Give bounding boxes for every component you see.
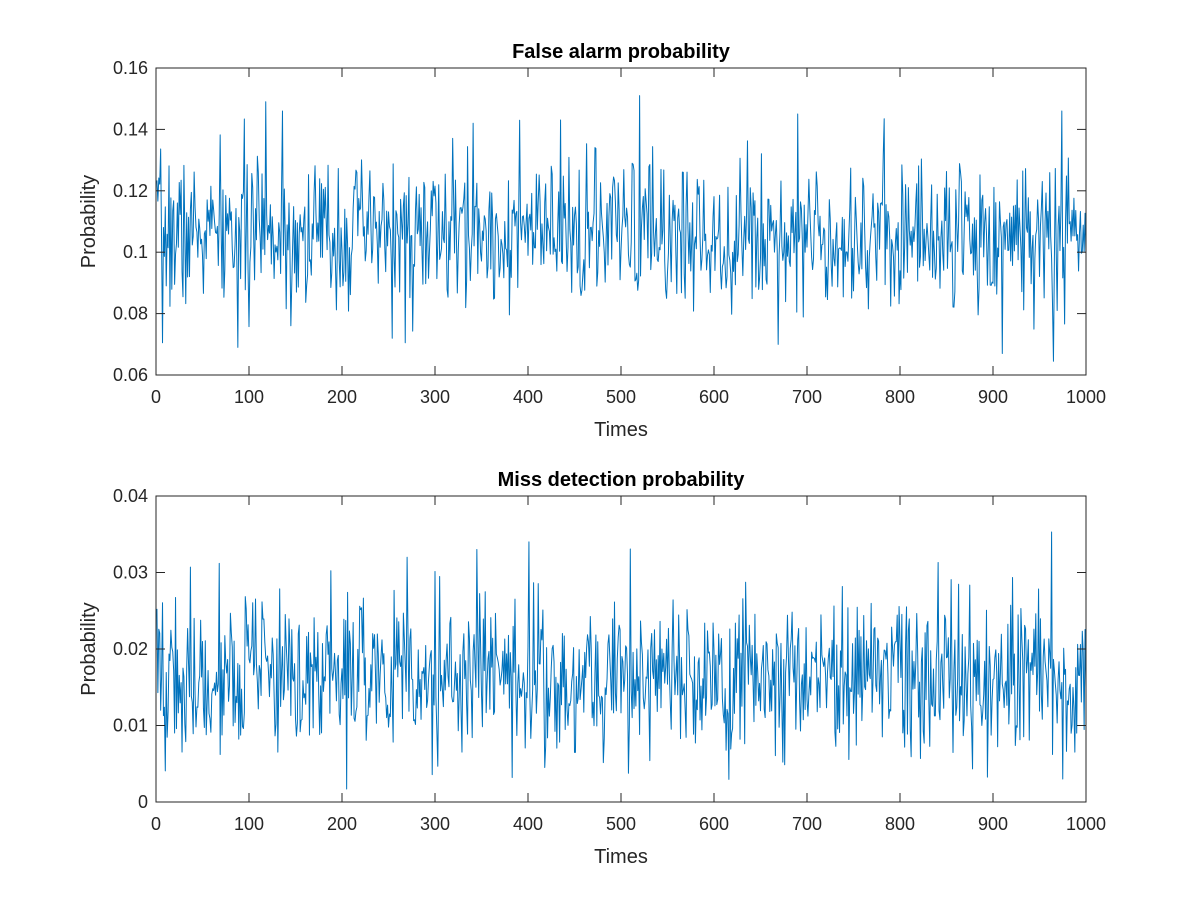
miss-detection-y-tick-label: 0.02 [113,639,148,659]
false-alarm-series-line-0 [156,95,1086,362]
miss-detection-x-tick-label: 1000 [1066,814,1106,834]
miss-detection-y-tick-label: 0.01 [113,716,148,736]
miss-detection-x-tick-label: 700 [792,814,822,834]
miss-detection-x-tick-label: 800 [885,814,915,834]
miss-detection-x-tick-label: 600 [699,814,729,834]
false-alarm-y-tick-label: 0.1 [123,242,148,262]
miss-detection-axes-box [155,495,1087,803]
false-alarm-x-tick-label: 300 [420,387,450,407]
false-alarm-x-axis-label: Times [594,419,648,441]
false-alarm-x-tick-label: 200 [327,387,357,407]
miss-detection-y-tick-label: 0 [138,792,148,812]
miss-detection-series-line-0 [156,531,1086,790]
false-alarm-x-tick-label: 100 [234,387,264,407]
miss-detection-y-tick-label: 0.04 [113,486,148,506]
miss-detection-x-tick-label: 200 [327,814,357,834]
false-alarm-y-tick-label: 0.14 [113,119,148,139]
false-alarm-x-tick-label: 0 [151,387,161,407]
false-alarm-x-tick-label: 400 [513,387,543,407]
miss-detection-x-tick-label: 500 [606,814,636,834]
miss-detection-panel: 0 100 200 300 400 500 600 700 800 900 1000 0 0.01 0.0… [78,469,1106,868]
false-alarm-x-tick-label: 900 [978,387,1008,407]
false-alarm-panel: 0 100 200 300 400 500 600 700 800 900 1000 0.06 0.08… [78,41,1106,441]
miss-detection-title: Miss detection probability [498,469,746,491]
false-alarm-x-tick-label: 600 [699,387,729,407]
false-alarm-x-tick-label: 800 [885,387,915,407]
false-alarm-y-tick-label: 0.16 [113,58,148,78]
miss-detection-x-tick-label: 900 [978,814,1008,834]
false-alarm-x-tick-label: 1000 [1066,387,1106,407]
miss-detection-x-axis-label: Times [594,846,648,868]
false-alarm-y-tick-label: 0.06 [113,365,148,385]
false-alarm-title: False alarm probability [512,41,731,63]
miss-detection-x-tick-label: 0 [151,814,161,834]
miss-detection-y-axis-label: Probability [78,602,100,695]
miss-detection-x-tick-label: 400 [513,814,543,834]
false-alarm-x-tick-label: 700 [792,387,822,407]
miss-detection-y-tick-label: 0.03 [113,563,148,583]
false-alarm-x-tick-label: 500 [606,387,636,407]
miss-detection-x-tick-label: 300 [420,814,450,834]
false-alarm-y-tick-label: 0.12 [113,181,148,201]
miss-detection-x-tick-label: 100 [234,814,264,834]
false-alarm-y-tick-label: 0.08 [113,304,148,324]
false-alarm-y-axis-label: Probability [78,175,100,268]
